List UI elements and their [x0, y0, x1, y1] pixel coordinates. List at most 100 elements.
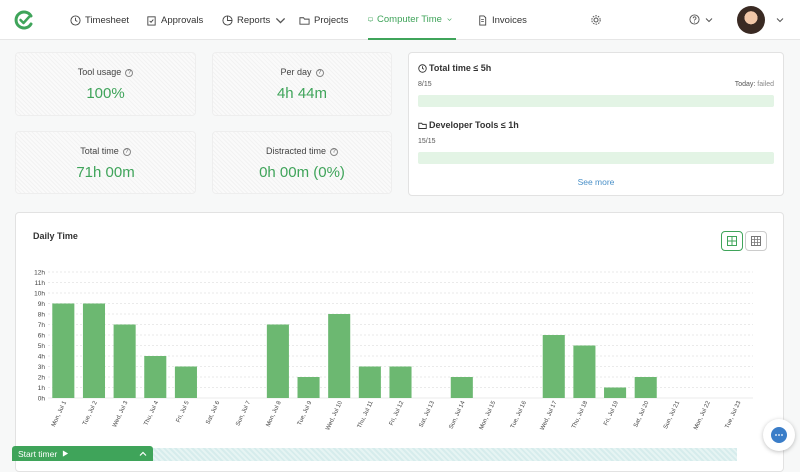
bar	[266, 324, 289, 398]
help-icon	[689, 14, 700, 25]
see-more-link[interactable]: See more	[577, 177, 615, 187]
help-icon[interactable]: ?	[330, 147, 339, 156]
nav-projects-label: Projects	[314, 14, 349, 26]
x-tick-label: Mon, Jul 1	[51, 400, 68, 428]
nav-computer-time[interactable]: Computer Time	[368, 0, 456, 40]
developer-tools-limit-bar	[418, 152, 774, 164]
clock-icon	[70, 14, 81, 26]
bar	[389, 366, 412, 398]
bar	[328, 314, 351, 398]
y-tick-label: 7h	[38, 322, 46, 329]
bar	[573, 345, 596, 398]
total-time-limit-bar	[418, 95, 774, 107]
tool-usage-value: 100%	[86, 85, 125, 102]
help-menu[interactable]	[689, 14, 713, 25]
x-tick-label: Thu, Jul 4	[144, 400, 161, 427]
x-tick-label: Mon, Jul 22	[693, 400, 712, 431]
x-tick-label: Sat, Jul 13	[419, 400, 437, 429]
top-navigation: Timesheet Approvals Reports Projects Com…	[0, 0, 800, 40]
nav-approvals[interactable]: Approvals	[146, 0, 203, 40]
developer-tools-limit-label: Developer Tools ≤ 1h	[429, 120, 519, 130]
clock-icon	[418, 63, 427, 73]
per-day-label-row: Per day?	[213, 67, 391, 77]
table-view-button[interactable]	[745, 231, 767, 251]
x-tick-label: Fri, Jul 19	[603, 400, 620, 427]
bar	[52, 303, 75, 398]
help-icon[interactable]: ?	[122, 147, 131, 156]
total-time-limit-count: 8/15	[418, 81, 432, 88]
y-tick-label: 2h	[38, 375, 46, 382]
chevron-up-icon[interactable]	[139, 450, 147, 458]
horizontal-scrollbar[interactable]	[153, 448, 737, 461]
total-time-limit-status: Today: failed	[735, 81, 774, 88]
bar	[634, 377, 657, 398]
chat-button[interactable]	[763, 419, 795, 451]
status-label: Today:	[734, 81, 756, 88]
total-time-label-row: Total time?	[16, 146, 195, 156]
y-tick-label: 12h	[34, 270, 45, 277]
y-tick-label: 11h	[35, 280, 46, 287]
folder-icon	[418, 122, 427, 129]
distracted-time-label-row: Distracted time?	[213, 146, 391, 156]
x-tick-label: Mon, Jul 15	[479, 400, 498, 431]
play-icon	[63, 450, 69, 457]
nav-timesheet[interactable]: Timesheet	[70, 0, 129, 40]
developer-tools-limit-title: Developer Tools ≤ 1h	[418, 120, 519, 130]
per-day-label: Per day	[280, 67, 312, 77]
x-tick-label: Wed, Jul 17	[540, 400, 559, 432]
x-tick-label: Tue, Jul 16	[510, 400, 528, 430]
distracted-time-value: 0h 00m (0%)	[259, 164, 345, 181]
nav-approvals-label: Approvals	[161, 14, 204, 26]
chat-icon	[771, 427, 787, 443]
x-tick-label: Fri, Jul 12	[389, 400, 406, 427]
y-tick-label: 6h	[38, 333, 46, 340]
start-timer-label: Start timer	[18, 448, 58, 459]
daily-time-chart: 0h 1h 2h 3h 4h 5h 6h 7h 8h 9h 10h 11h 12h Mon, Jul 1 T…	[34, 270, 753, 432]
clipboard-check-icon	[147, 15, 156, 26]
start-timer-bar[interactable]: Start timer	[12, 446, 153, 461]
grid-icon	[727, 236, 737, 246]
help-icon[interactable]: ?	[125, 68, 134, 77]
x-tick-label: Sun, Jul 21	[663, 400, 681, 430]
bar-view-button[interactable]	[721, 231, 743, 251]
nav-reports[interactable]: Reports	[222, 0, 290, 40]
chevron-down-icon	[276, 17, 286, 24]
y-tick-label: 3h	[38, 364, 46, 371]
app-logo-icon[interactable]	[14, 10, 34, 30]
total-time-limit-label: Total time ≤ 5h	[429, 63, 492, 73]
bar	[297, 377, 320, 398]
nav-invoices-label: Invoices	[492, 14, 527, 26]
y-tick-label: 8h	[38, 312, 46, 319]
nav-projects[interactable]: Projects	[299, 0, 348, 40]
x-tick-label: Thu, Jul 11	[357, 400, 375, 430]
per-day-value: 4h 44m	[276, 85, 328, 102]
bar	[144, 356, 167, 398]
x-tick-label: Sun, Jul 14	[448, 400, 466, 430]
document-icon	[479, 14, 487, 26]
bar	[82, 303, 106, 398]
x-tick-label: Tue, Jul 9	[297, 400, 314, 427]
chevron-down-icon[interactable]	[776, 16, 784, 24]
y-tick-label: 0h	[38, 396, 46, 403]
chevron-down-icon	[705, 17, 713, 22]
avatar[interactable]	[737, 6, 765, 34]
distracted-time-card: Distracted time? 0h 00m (0%)	[212, 131, 392, 194]
x-tick-label: Sun, Jul 7	[235, 400, 252, 427]
total-time-limit-title: Total time ≤ 5h	[418, 63, 491, 73]
help-icon[interactable]: ?	[315, 68, 324, 77]
nav-invoices[interactable]: Invoices	[477, 0, 527, 40]
gear-icon[interactable]	[590, 14, 602, 26]
x-tick-label: Wed, Jul 3	[112, 400, 130, 429]
nav-timesheet-label: Timesheet	[85, 14, 129, 26]
limits-panel: Total time ≤ 5h 8/15 Today: failed Devel…	[408, 52, 784, 196]
bar	[604, 387, 627, 398]
x-tick-label: Thu, Jul 18	[571, 400, 589, 430]
tool-usage-label: Tool usage	[77, 67, 122, 77]
folder-icon	[299, 16, 310, 25]
status-value: failed	[757, 81, 774, 88]
x-tick-label: Mon, Jul 8	[266, 400, 283, 428]
y-tick-label: 10h	[34, 291, 45, 298]
y-tick-label: 1h	[38, 385, 46, 392]
x-tick-label: Tue, Jul 23	[725, 400, 743, 430]
nav-reports-label: Reports	[237, 14, 271, 26]
